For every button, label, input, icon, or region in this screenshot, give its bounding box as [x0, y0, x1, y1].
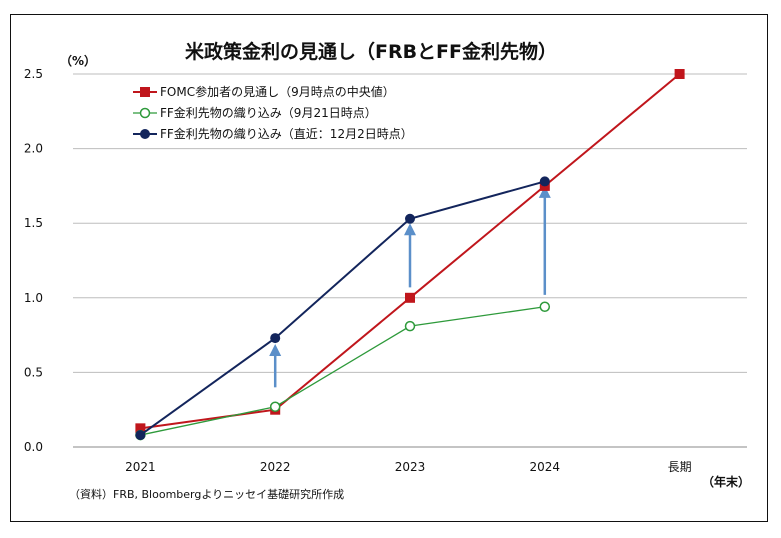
data-point [269, 401, 281, 412]
x-axis-ticks: 2021 2022 2023 2024 長期 [125, 460, 691, 474]
legend: FOMC参加者の見通し（9月時点の中央値） FF金利先物の織り込み（9月21日時点… [133, 84, 413, 141]
legend-label: FF金利先物の織り込み（9月21日時点） [160, 105, 377, 120]
series-1 [135, 301, 551, 441]
data-point [140, 129, 150, 139]
data-point [405, 292, 415, 303]
data-point [270, 333, 281, 344]
data-point [404, 320, 416, 332]
data-point [405, 213, 415, 224]
data-point [139, 107, 151, 119]
series-2 [135, 176, 550, 441]
x-tick-label: 2022 [260, 460, 291, 474]
arrow-head [269, 344, 282, 357]
arrow-head [538, 185, 551, 198]
y-tick-label: 0.0 [24, 440, 43, 454]
legend-label: FOMC参加者の見通し（9月時点の中央値） [160, 84, 395, 99]
chart-title: 米政策金利の見通し（FRBとFF金利先物） [185, 40, 557, 63]
arrow-head [404, 223, 416, 236]
data-point [539, 301, 551, 313]
y-tick-label: 1.0 [24, 291, 43, 305]
data-point [674, 69, 685, 79]
series-line [139, 180, 546, 436]
legend-label: FF金利先物の織り込み（直近：12月2日時点） [160, 126, 413, 141]
y-tick-label: 0.5 [24, 365, 43, 379]
series-lines [135, 69, 685, 441]
data-point [135, 430, 146, 441]
series-line [140, 306, 545, 436]
data-point [140, 87, 150, 97]
y-tick-label: 2.5 [24, 67, 43, 81]
data-point [539, 176, 550, 187]
chart-frame: 米政策金利の見通し（FRBとFF金利先物） （%） 0.0 0.5 1.0 1.5 2.… [10, 14, 768, 522]
x-tick-label: 2021 [125, 460, 156, 474]
y-tick-label: 1.5 [24, 216, 43, 230]
data-point [135, 423, 146, 434]
y-tick-label: 2.0 [24, 142, 43, 156]
y-axis-ticks: 0.0 0.5 1.0 1.5 2.0 2.5 [24, 67, 43, 454]
chart: 米政策金利の見通し（FRBとFF金利先物） （%） 0.0 0.5 1.0 1.5 2.… [24, 40, 750, 501]
source-note: （資料）FRB, Bloombergよりニッセイ基礎研究所作成 [69, 487, 344, 501]
x-tick-label: 2023 [395, 460, 426, 474]
x-tick-label: 2024 [530, 460, 561, 474]
y-axis-unit: （%） [60, 53, 96, 68]
x-tick-label: 長期 [668, 460, 692, 474]
x-axis-unit: （年末） [702, 474, 750, 489]
change-arrows [269, 185, 551, 388]
